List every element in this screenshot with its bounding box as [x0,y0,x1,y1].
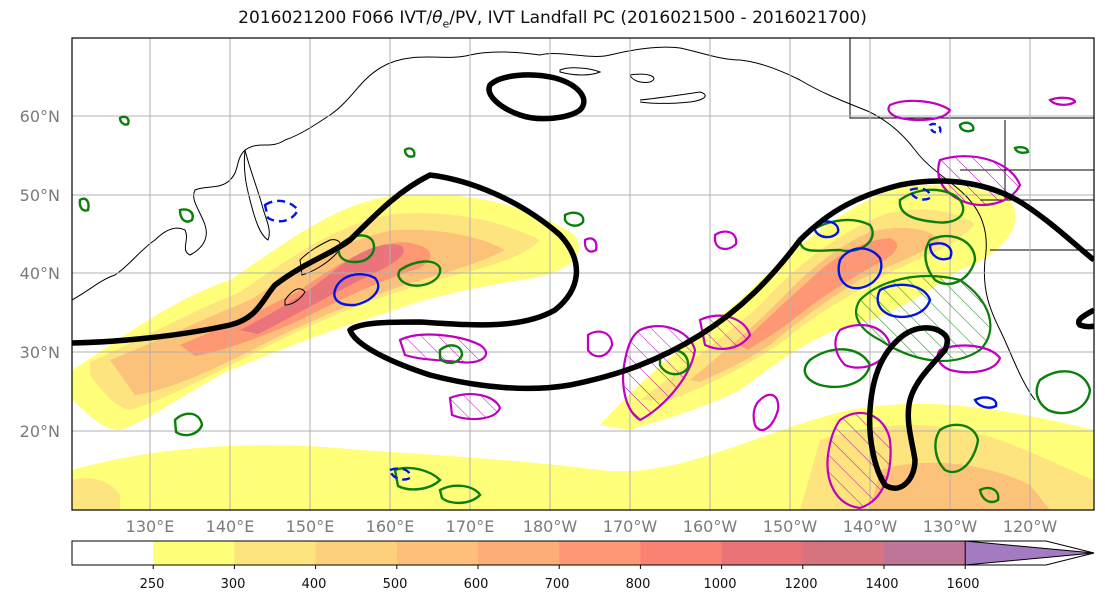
pv-green-contours [78,115,1092,505]
lon-label-130w: 130°W [923,517,978,536]
colorbar-tick-labels: 250 300 400 500 600 700 800 1000 1200 14… [140,577,980,592]
latitude-labels: 60°N 50°N 40°N 30°N 20°N [20,107,60,441]
colorbar-box [234,541,317,565]
theta-e-contours [72,72,1094,491]
colorbar-label-600: 600 [464,577,489,592]
colorbar-label-700: 700 [545,577,570,592]
colorbar-label-800: 800 [626,577,651,592]
title-suffix: /PV, IVT Landfall PC (2016021500 - 20160… [449,8,867,28]
colorbar-box [721,541,804,565]
colorbar-outline [71,540,1095,566]
lat-label-20: 20°N [20,422,60,441]
lon-label-150e: 150°E [286,517,335,536]
longitude-labels: 130°E 140°E 150°E 160°E 170°E 180°W 170°… [126,517,1058,536]
colorbar-box [802,541,885,565]
lon-label-140e: 140°E [206,517,255,536]
colorbar-label-300: 300 [221,577,246,592]
gridlines [72,38,1094,510]
colorbar-box [478,541,560,565]
colorbar-label-1600: 1600 [946,577,979,592]
lat-label-50: 50°N [20,186,60,205]
map-title: 2016021200 F066 IVT/θe/PV, IVT Landfall … [0,8,1105,30]
lon-label-130e: 130°E [126,517,175,536]
colorbar-ticks [152,565,966,569]
pv-blue-contours [263,122,998,481]
colorbar-boxes [72,541,966,565]
lon-label-150w: 150°W [763,517,818,536]
pv-hatched-regions [398,155,1022,510]
colorbar-label-1400: 1400 [865,577,898,592]
lon-label-180w: 180°W [523,517,578,536]
colorbar-box [72,541,154,565]
colorbar-box [559,541,641,565]
lon-label-160e: 160°E [366,517,415,536]
colorbar-box [153,541,235,565]
title-subscript: e [442,17,450,31]
colorbar-label-1200: 1200 [784,577,817,592]
lon-label-160w: 160°W [683,517,738,536]
plot-frame [71,37,1095,511]
lat-label-60: 60°N [20,107,60,126]
lon-label-140w: 140°W [843,517,898,536]
lon-label-170w: 170°W [603,517,658,536]
lat-label-30: 30°N [20,343,60,362]
colorbar-extend-arrow [964,540,1095,566]
colorbar-label-500: 500 [383,577,408,592]
colorbar-box [640,541,723,565]
colorbar: 250 300 400 500 600 700 800 1000 1200 14… [71,540,1095,592]
lon-label-170e: 170°E [446,517,495,536]
lat-label-40: 40°N [20,264,60,283]
colorbar-box [884,541,966,565]
colorbar-label-1000: 1000 [703,577,736,592]
title-theta: θ [432,8,443,28]
lon-label-120w: 120°W [1003,517,1058,536]
colorbar-label-400: 400 [302,577,327,592]
colorbar-box [315,541,398,565]
title-prefix: 2016021200 F066 IVT/ [238,8,433,28]
colorbar-label-250: 250 [140,577,165,592]
colorbar-box [396,541,479,565]
